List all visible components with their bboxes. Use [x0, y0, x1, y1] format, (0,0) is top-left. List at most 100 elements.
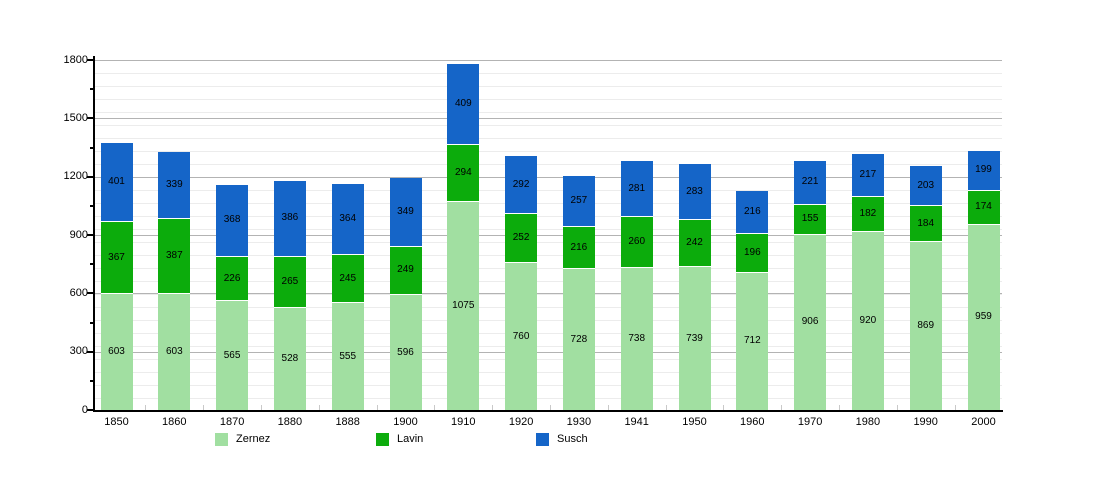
bar-segment-susch-1930: 257 [562, 176, 595, 227]
y-minor-tick [90, 204, 94, 207]
bar-value-label: 221 [801, 176, 819, 188]
y-major-tick [87, 234, 94, 236]
bar-segment-lavin-1950: 242 [678, 219, 711, 267]
gridline-major [95, 176, 1002, 178]
legend-swatch-lavin [376, 432, 389, 446]
bar-segment-lavin-1960: 196 [736, 233, 769, 272]
bar-segment-susch-1850: 401 [100, 143, 133, 222]
x-tick-label-1960: 1960 [740, 416, 765, 428]
y-tick-label: 0 [81, 403, 88, 416]
bar-value-label: 409 [454, 98, 472, 110]
bar-value-label: 760 [512, 330, 530, 342]
bar-segment-susch-1980: 217 [851, 153, 884, 196]
x-gap-tick [781, 405, 783, 410]
x-tick-label-1880: 1880 [277, 416, 303, 428]
y-tick-label: 1800 [63, 53, 88, 66]
bar-segment-zernez-1950: 739 [678, 266, 711, 410]
bar-value-label: 249 [397, 264, 414, 276]
x-gap-tick [492, 405, 494, 410]
bar-value-label: 226 [223, 272, 241, 284]
bar-value-label: 242 [686, 237, 703, 249]
x-tick-label-1941: 1941 [624, 416, 649, 428]
bar-value-label: 906 [801, 316, 819, 328]
plot-area: 401 367 603 339 387 603 368 226 565 386 265 528 364 2… [95, 60, 1002, 410]
gridline-major [95, 60, 1002, 61]
bar-value-label: 294 [454, 166, 472, 178]
bar-value-label: 292 [512, 178, 530, 190]
bar-segment-susch-1910: 409 [447, 64, 480, 144]
bar-group-1880: 386 265 528 [273, 180, 306, 410]
y-minor-tick [90, 146, 94, 149]
x-gap-tick [261, 405, 262, 410]
bar-segment-susch-1860: 339 [158, 151, 191, 218]
bar-segment-zernez-1860: 603 [158, 292, 191, 410]
y-tick-label: 1200 [63, 170, 88, 183]
legend-label: Zernez [236, 433, 271, 445]
bar-group-1980: 217 182 920 [851, 153, 884, 410]
bar-group-1850: 401 367 603 [100, 143, 133, 410]
bar-value-label: 367 [108, 251, 125, 263]
bar-group-1960: 216 196 712 [736, 191, 769, 410]
x-gap-tick [723, 405, 725, 410]
bar-group-1870: 368 226 565 [216, 184, 249, 410]
bar-segment-lavin-2000: 174 [967, 189, 1000, 224]
bar-value-label: 368 [223, 214, 241, 226]
x-gap-tick [607, 405, 609, 410]
bar-value-label: 184 [917, 217, 935, 229]
bar-value-label: 339 [165, 178, 183, 190]
bar-segment-lavin-1920: 252 [505, 213, 538, 263]
bar-value-label: 245 [339, 272, 357, 284]
bar-group-1950: 283 242 739 [678, 164, 711, 410]
bar-value-label: 603 [108, 345, 125, 357]
y-minor-tick [90, 321, 94, 324]
bar-value-label: 565 [223, 349, 241, 361]
x-gap-tick [896, 405, 898, 410]
x-tick-label-1870: 1870 [219, 416, 245, 428]
x-gap-tick [550, 405, 551, 410]
gridline-major [95, 118, 1002, 120]
x-gap-tick [954, 405, 956, 410]
bar-group-2000: 199 174 959 [967, 151, 1000, 410]
gridline-major [95, 351, 1002, 353]
y-minor-tick [90, 379, 94, 382]
x-tick-label-1930: 1930 [566, 416, 592, 428]
bar-segment-zernez-1970: 906 [794, 233, 827, 410]
bar-value-label: 728 [570, 333, 588, 345]
bar-value-label: 216 [570, 241, 588, 253]
bar-value-label: 265 [281, 276, 299, 288]
bar-segment-susch-1960: 216 [736, 191, 769, 234]
x-tick-label-1950: 1950 [682, 416, 707, 428]
y-tick-label: 600 [69, 286, 88, 299]
legend-item-susch: Susch [536, 431, 588, 447]
bar-segment-zernez-1888: 555 [331, 302, 364, 410]
bar-segment-lavin-1910: 294 [447, 143, 480, 201]
y-tick-label: 1500 [63, 111, 88, 124]
bar-segment-zernez-1880: 528 [273, 307, 306, 410]
bar-segment-susch-1880: 386 [273, 180, 306, 256]
y-major-tick [87, 175, 94, 178]
x-gap-tick [145, 405, 147, 410]
bar-segment-lavin-1860: 387 [158, 217, 191, 293]
bar-value-label: 869 [917, 320, 935, 332]
bar-segment-zernez-1990: 869 [909, 241, 942, 410]
bar-segment-lavin-1970: 155 [794, 203, 827, 234]
y-minor-tick [90, 88, 94, 91]
y-tick-label: 300 [69, 345, 88, 358]
bar-value-label: 155 [801, 213, 819, 225]
bar-value-label: 920 [859, 315, 877, 327]
bar-value-label: 199 [975, 164, 992, 176]
bar-value-label: 196 [743, 247, 761, 258]
bar-segment-zernez-1920: 760 [505, 262, 538, 410]
bar-value-label: 283 [686, 185, 703, 197]
bar-value-label: 555 [339, 350, 357, 362]
bar-group-1970: 221 155 906 [794, 160, 827, 410]
bar-segment-zernez-1910: 1075 [447, 200, 480, 410]
bar-value-label: 401 [108, 176, 125, 188]
bar-value-label: 252 [512, 232, 530, 244]
x-gap-tick [376, 405, 378, 410]
bar-group-1941: 281 260 738 [620, 161, 653, 410]
bar-group-1930: 257 216 728 [562, 176, 595, 410]
bar-segment-susch-1990: 203 [909, 165, 942, 206]
bar-group-1910: 409 294 1075 [447, 64, 480, 410]
bar-segment-lavin-1880: 265 [273, 255, 306, 308]
